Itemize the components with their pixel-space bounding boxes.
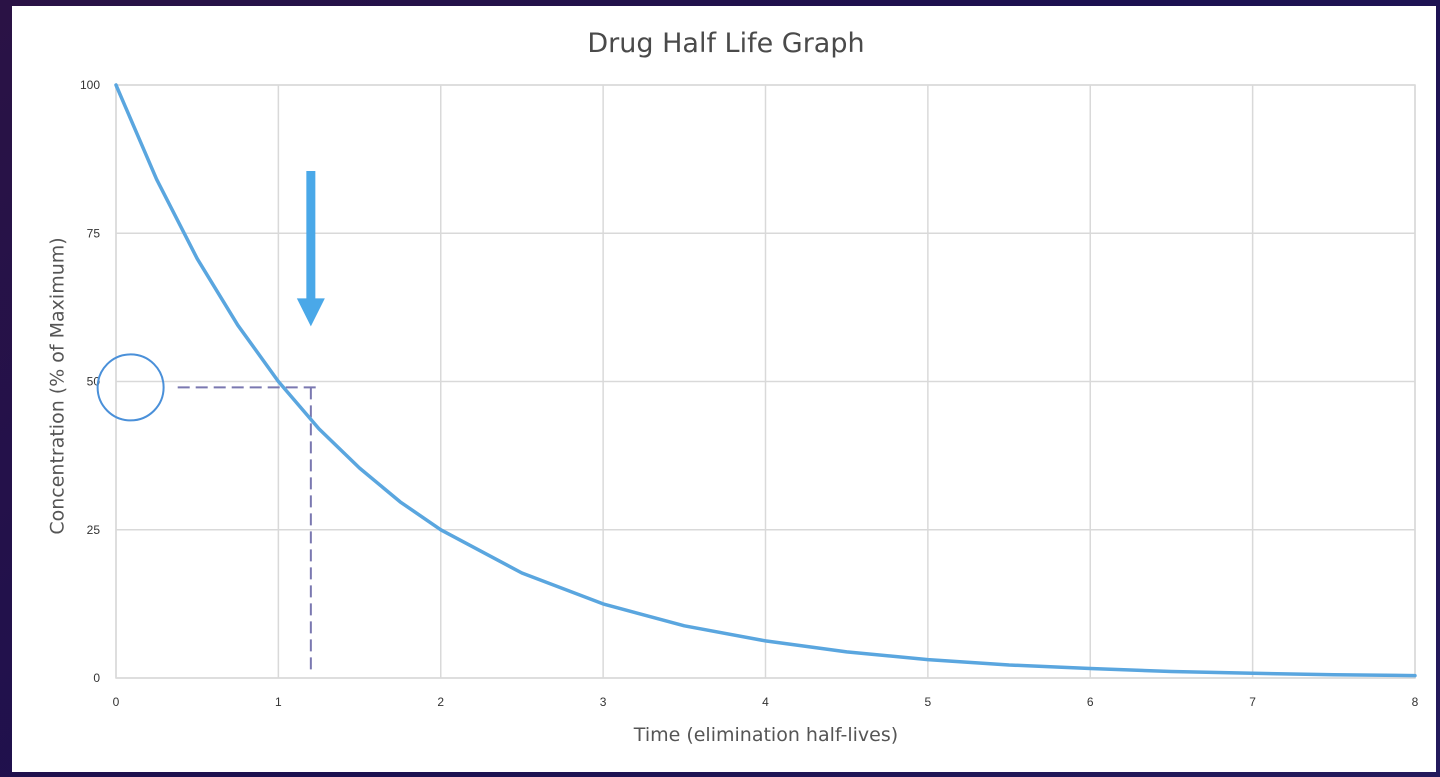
highlight-circle bbox=[96, 353, 165, 422]
x-tick-label: 8 bbox=[1412, 695, 1419, 709]
series-line bbox=[114, 83, 1417, 678]
y-axis-label: Concentration (% of Maximum) bbox=[47, 237, 69, 534]
x-tick-labels: 0 1 2 3 4 5 6 7 8 bbox=[113, 695, 1419, 709]
arrow-down-icon bbox=[296, 298, 325, 327]
x-tick-label: 5 bbox=[925, 695, 932, 709]
x-tick-label: 4 bbox=[762, 695, 769, 709]
x-tick-label: 7 bbox=[1249, 695, 1256, 709]
x-tick-label: 1 bbox=[275, 695, 282, 709]
plot-border bbox=[115, 84, 1416, 679]
x-tick-label: 6 bbox=[1087, 695, 1094, 709]
y-tick-label: 25 bbox=[87, 523, 101, 537]
annotations bbox=[96, 170, 325, 673]
x-tick-label: 2 bbox=[437, 695, 444, 709]
chart-title: Drug Half Life Graph bbox=[587, 28, 864, 59]
y-tick-label: 75 bbox=[87, 226, 101, 240]
x-tick-label: 3 bbox=[600, 695, 607, 709]
y-tick-label: 100 bbox=[80, 78, 100, 92]
x-tick-label: 0 bbox=[113, 695, 120, 709]
x-axis-label: Time (elimination half-lives) bbox=[633, 724, 898, 746]
series-group bbox=[114, 83, 1417, 678]
y-tick-label: 0 bbox=[93, 671, 100, 685]
